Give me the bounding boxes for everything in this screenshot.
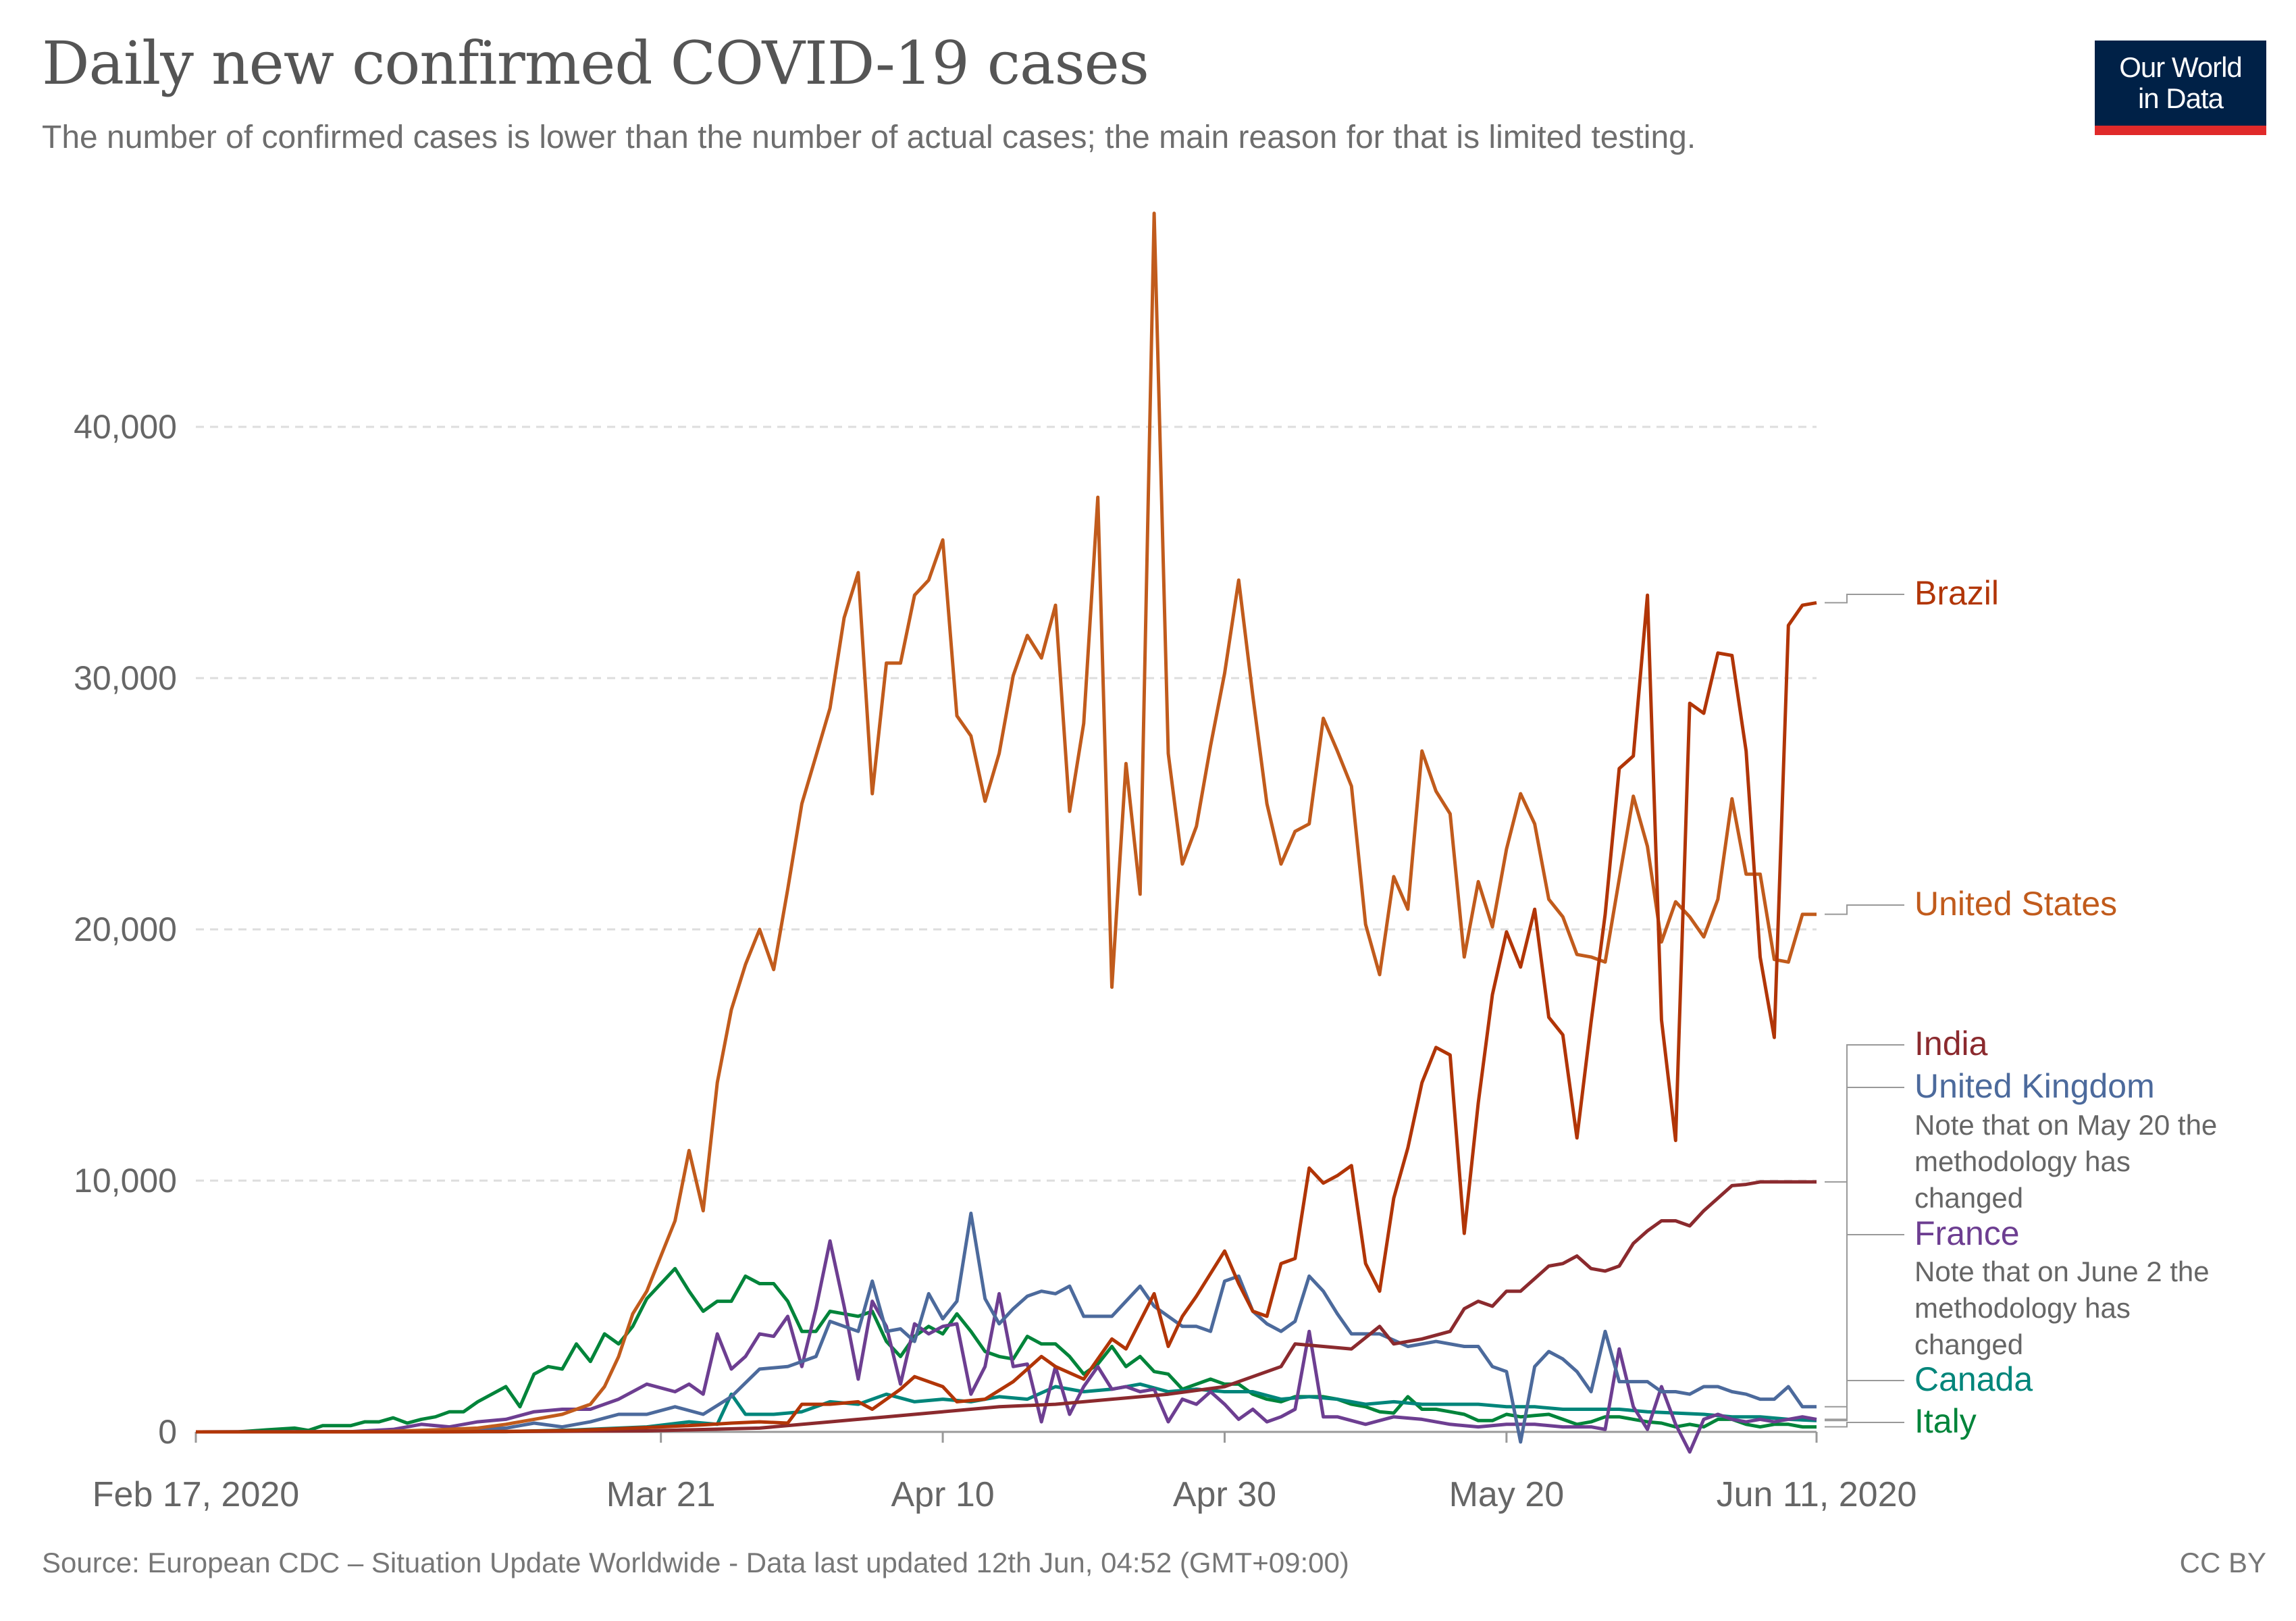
legend-labels: United States Brazil India United Kingdom No… bbox=[1825, 574, 2217, 1440]
y-tick-label: 40,000 bbox=[74, 408, 177, 446]
legend-label: Brazil bbox=[1914, 574, 1999, 612]
gridlines bbox=[196, 426, 1817, 1182]
legend-item-united-kingdom[interactable]: United Kingdom Note that on May 20 the met… bbox=[1825, 1067, 2217, 1408]
x-axis: Feb 17, 2020 Mar 21 Apr 10 Apr 30 May 20 Jun … bbox=[93, 1431, 1917, 1514]
legend-connector bbox=[1825, 594, 1904, 604]
legend-connector bbox=[1825, 904, 1904, 915]
x-tick-label: May 20 bbox=[1449, 1475, 1565, 1514]
x-tick-label: Feb 17, 2020 bbox=[93, 1475, 299, 1514]
legend-item-canada[interactable]: Canada bbox=[1825, 1360, 2033, 1422]
x-tick-label: Apr 30 bbox=[1173, 1475, 1276, 1514]
legend-item-united-states[interactable]: United States bbox=[1825, 885, 2117, 923]
legend-connector bbox=[1825, 1422, 1904, 1428]
our-world-in-data-logo[interactable]: Our World in Data bbox=[2095, 41, 2266, 135]
legend-note: Note that on May 20 the bbox=[1914, 1109, 2217, 1141]
legend-connector bbox=[1825, 1087, 1904, 1408]
x-tick-label: Mar 21 bbox=[606, 1475, 716, 1514]
logo-line-2: in Data bbox=[2137, 82, 2224, 114]
series-lines bbox=[195, 211, 1817, 1454]
legend-item-brazil[interactable]: Brazil bbox=[1825, 574, 1999, 612]
legend-note: Note that on June 2 the bbox=[1914, 1256, 2210, 1287]
legend-note: changed bbox=[1914, 1182, 2023, 1214]
license-link[interactable]: CC BY bbox=[2179, 1547, 2266, 1578]
legend-note: changed bbox=[1914, 1329, 2023, 1360]
series-line-italy[interactable] bbox=[196, 1266, 1817, 1434]
legend-label: Italy bbox=[1914, 1402, 1977, 1440]
series-line-brazil[interactable] bbox=[196, 593, 1817, 1434]
chart-subtitle: The number of confirmed cases is lower t… bbox=[42, 120, 1696, 155]
chart-title: Daily new confirmed COVID-19 cases bbox=[42, 28, 1149, 98]
y-tick-label: 20,000 bbox=[74, 910, 177, 948]
legend-connector bbox=[1825, 1044, 1904, 1183]
legend-label: France bbox=[1914, 1214, 2020, 1252]
x-tick-label: Jun 11, 2020 bbox=[1717, 1475, 1917, 1514]
legend-label: India bbox=[1914, 1025, 1988, 1062]
legend-connector bbox=[1825, 1234, 1904, 1420]
y-axis: 0 10,000 20,000 30,000 40,000 bbox=[74, 408, 177, 1451]
legend-note: methodology has bbox=[1914, 1292, 2131, 1324]
legend-label: United States bbox=[1914, 885, 2117, 923]
legend-connector bbox=[1825, 1380, 1904, 1422]
y-tick-label: 0 bbox=[158, 1413, 177, 1451]
legend-item-france[interactable]: France Note that on June 2 the methodology… bbox=[1825, 1214, 2210, 1420]
y-tick-label: 30,000 bbox=[74, 659, 177, 697]
legend-label: Canada bbox=[1914, 1360, 2033, 1398]
source-note[interactable]: Source: European CDC – Situation Update … bbox=[42, 1547, 1349, 1578]
y-tick-label: 10,000 bbox=[74, 1162, 177, 1200]
series-line-united-states[interactable] bbox=[196, 211, 1817, 1434]
x-tick-label: Apr 10 bbox=[891, 1475, 994, 1514]
legend-item-italy[interactable]: Italy bbox=[1825, 1402, 1977, 1440]
series-line-canada[interactable] bbox=[195, 1382, 1817, 1434]
series-line-france[interactable] bbox=[195, 1239, 1817, 1454]
legend-label: United Kingdom bbox=[1914, 1067, 2155, 1105]
series-line-india[interactable] bbox=[195, 1180, 1817, 1434]
series-line-united-kingdom[interactable] bbox=[195, 1211, 1817, 1444]
legend-note: methodology has bbox=[1914, 1146, 2131, 1177]
logo-line-1: Our World bbox=[2119, 51, 2243, 83]
